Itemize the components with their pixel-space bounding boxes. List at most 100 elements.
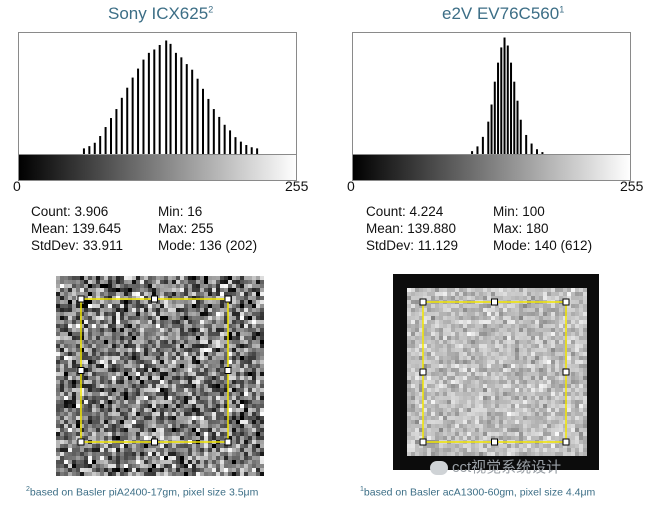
right-roi-handle [562, 298, 570, 306]
left-stats: Count: 3.906 Mean: 139.645 StdDev: 33.91… [31, 203, 291, 257]
right-footnote: 1based on Basler acA1300-60gm, pixel siz… [360, 486, 595, 499]
left-sensor-image [56, 276, 264, 476]
left-hist-bar [191, 69, 194, 154]
left-roi-handle [224, 295, 232, 303]
right-hist-bar [487, 121, 490, 154]
right-hist-bar [506, 45, 509, 154]
right-hist-bar [490, 104, 493, 154]
wechat-icon [430, 461, 448, 476]
left-roi-handle [151, 295, 158, 303]
left-axis-min-label: 0 [13, 178, 21, 194]
left-hist-bar [180, 57, 183, 154]
left-hist-bar [82, 148, 85, 154]
left-hist-bar [202, 88, 204, 154]
right-hist-bar [513, 81, 516, 154]
left-hist-bar [174, 52, 177, 154]
right-sensor-image [393, 274, 599, 470]
left-hist-bar [196, 78, 199, 154]
left-stat-mode: Mode: 136 (202) [158, 238, 258, 253]
right-roi-handle [419, 298, 427, 306]
right-stat-mean: Mean: 139.880 [366, 221, 457, 236]
left-stat-stddev: StdDev: 33.911 [31, 238, 124, 253]
left-axis-max-label: 255 [285, 178, 309, 194]
left-hist-bar [88, 146, 91, 154]
left-hist-bar [147, 52, 150, 154]
left-hist-bar [218, 116, 221, 154]
right-hist-bar [497, 62, 500, 155]
left-hist-bar [169, 43, 172, 154]
left-stat-count: Count: 3.906 [31, 204, 109, 219]
left-stat-max: Max: 255 [158, 221, 214, 236]
right-hist-bar [471, 151, 474, 154]
left-stat-min: Min: 16 [158, 204, 203, 219]
right-hist-bar [525, 134, 528, 154]
right-roi-handle [419, 438, 427, 446]
left-footnote-sup: 2 [26, 486, 30, 493]
right-hist-bar [510, 62, 513, 155]
right-stat-min: Min: 100 [493, 204, 545, 219]
right-hist-bar [541, 152, 544, 154]
right-stat-stddev: StdDev: 11.129 [366, 238, 459, 253]
left-hist-bar [153, 49, 156, 154]
right-chart-title: e2V EV76C5601 [442, 4, 564, 24]
right-axis-max-label: 255 [620, 178, 644, 194]
left-chart-title: Sony ICX6252 [108, 4, 213, 24]
right-footnote-sup: 1 [360, 486, 364, 493]
left-hist-bar [165, 40, 168, 154]
left-hist-bar [126, 87, 129, 154]
left-title-text: Sony ICX625 [108, 4, 209, 23]
right-grayscale-bar [352, 154, 631, 181]
right-hist-bar [500, 47, 503, 154]
left-hist-bar [104, 127, 107, 154]
left-hist-bar [256, 148, 259, 154]
right-hist-bar [476, 146, 479, 154]
right-stat-mode: Mode: 140 (612) [493, 238, 593, 253]
left-footnote-text: based on Basler piA2400-17gm, pixel size… [29, 486, 259, 499]
right-stats: Count: 4.224 Mean: 139.880 StdDev: 11.12… [366, 203, 636, 257]
right-roi-handle [491, 438, 498, 446]
left-hist-bar [250, 147, 253, 154]
right-hist-bar [503, 37, 506, 154]
left-roi-handle [77, 295, 85, 303]
left-footnote: 2based on Basler piA2400-17gm, pixel siz… [26, 486, 258, 499]
right-title-sup: 1 [559, 4, 565, 15]
right-title-text: e2V EV76C560 [442, 4, 560, 23]
right-histogram-chart [352, 32, 631, 181]
left-hist-bar [158, 44, 161, 154]
right-hist-bar [516, 100, 519, 154]
left-roi-handle [77, 438, 85, 446]
left-hist-bar [110, 118, 112, 154]
left-hist-bar [245, 145, 248, 154]
left-roi-handle [77, 367, 85, 374]
right-roi-handle [562, 438, 570, 446]
left-hist-bar [120, 97, 123, 154]
left-roi-handle [224, 438, 232, 446]
right-axis-min-label: 0 [347, 178, 355, 194]
right-stat-count: Count: 4.224 [366, 204, 444, 219]
right-hist-bar [493, 81, 496, 154]
left-hist-bar [93, 142, 96, 154]
left-hist-bar [212, 109, 215, 154]
right-footnote-text: based on Basler acA1300-60gm, pixel size… [363, 486, 596, 499]
left-roi-handle [151, 438, 158, 446]
left-hist-bar [131, 77, 134, 154]
right-roi-handle [562, 368, 570, 376]
left-hist-bar [142, 59, 145, 154]
right-hist-bar [536, 149, 538, 154]
left-title-sup: 2 [208, 4, 214, 15]
left-grayscale-bar [18, 154, 297, 181]
left-hist-bar [99, 136, 102, 154]
left-stat-mean: Mean: 139.645 [31, 221, 122, 236]
right-stat-max: Max: 180 [493, 221, 549, 236]
left-hist-bar [185, 64, 188, 154]
right-hist-bar [481, 136, 484, 154]
left-hist-bar [137, 68, 140, 154]
right-hist-bar [519, 119, 522, 154]
left-hist-bar [223, 124, 226, 154]
watermark-text: cct视觉系统设计 [452, 459, 562, 476]
left-noise-pattern [56, 276, 264, 476]
left-roi-handle [224, 367, 232, 374]
watermark: cct视觉系统设计 [430, 456, 561, 477]
left-hist-bar [234, 137, 237, 154]
right-roi-handle [419, 368, 427, 376]
